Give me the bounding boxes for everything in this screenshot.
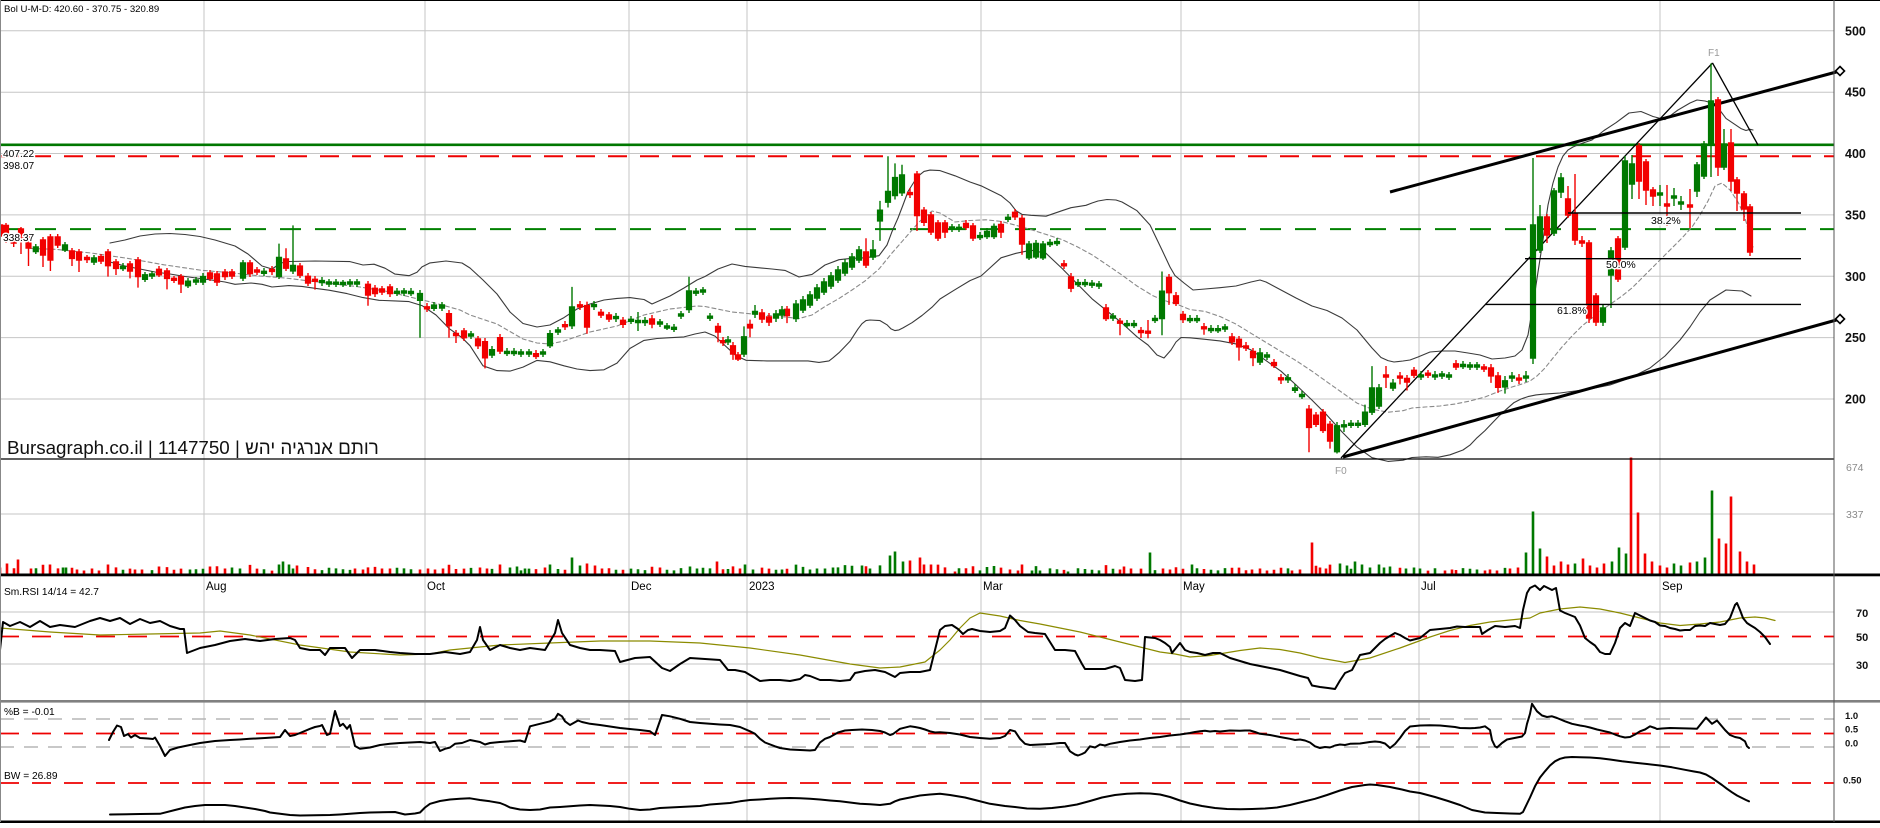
svg-text:50: 50 bbox=[1856, 632, 1868, 644]
svg-text:0.0: 0.0 bbox=[1845, 739, 1858, 750]
svg-text:398.07: 398.07 bbox=[3, 161, 34, 172]
svg-text:Mar: Mar bbox=[983, 581, 1003, 593]
svg-text:Bursagraph.co.il | 1147750 | ר: Bursagraph.co.il | 1147750 | רותם אנרגיה… bbox=[7, 437, 379, 458]
svg-text:BW = 26.89: BW = 26.89 bbox=[4, 771, 58, 782]
svg-text:%B = -0.01: %B = -0.01 bbox=[4, 707, 55, 718]
svg-text:May: May bbox=[1183, 581, 1205, 593]
svg-text:Sep: Sep bbox=[1662, 581, 1682, 593]
svg-text:0.50: 0.50 bbox=[1843, 776, 1862, 787]
svg-text:407.22: 407.22 bbox=[3, 149, 34, 160]
svg-text:38.2%: 38.2% bbox=[1651, 215, 1681, 227]
svg-text:2023: 2023 bbox=[749, 581, 775, 593]
svg-text:300: 300 bbox=[1845, 270, 1866, 284]
svg-text:F0: F0 bbox=[1335, 466, 1347, 477]
svg-text:200: 200 bbox=[1845, 393, 1866, 407]
svg-text:337: 337 bbox=[1846, 509, 1864, 521]
svg-text:Sm.RSI 14/14 = 42.7: Sm.RSI 14/14 = 42.7 bbox=[4, 587, 99, 598]
svg-text:0.5: 0.5 bbox=[1845, 725, 1859, 736]
svg-text:Dec: Dec bbox=[631, 581, 652, 593]
svg-text:70: 70 bbox=[1856, 608, 1868, 620]
svg-text:61.8%: 61.8% bbox=[1557, 305, 1587, 317]
svg-text:Bol U-M-D: 420.60 - 370.75 - 3: Bol U-M-D: 420.60 - 370.75 - 320.89 bbox=[4, 4, 159, 15]
svg-text:338.37: 338.37 bbox=[3, 233, 34, 244]
svg-text:400: 400 bbox=[1845, 147, 1866, 161]
svg-text:1.0: 1.0 bbox=[1845, 711, 1858, 722]
svg-text:Aug: Aug bbox=[206, 581, 226, 593]
svg-text:674: 674 bbox=[1846, 462, 1864, 474]
svg-text:250: 250 bbox=[1845, 331, 1866, 345]
svg-text:30: 30 bbox=[1856, 660, 1868, 672]
svg-text:Jul: Jul bbox=[1421, 581, 1436, 593]
svg-text:50.0%: 50.0% bbox=[1606, 259, 1636, 271]
svg-text:350: 350 bbox=[1845, 208, 1866, 222]
svg-text:500: 500 bbox=[1845, 24, 1866, 38]
svg-text:Oct: Oct bbox=[427, 581, 446, 593]
svg-text:450: 450 bbox=[1845, 86, 1866, 100]
svg-text:F1: F1 bbox=[1708, 48, 1720, 59]
